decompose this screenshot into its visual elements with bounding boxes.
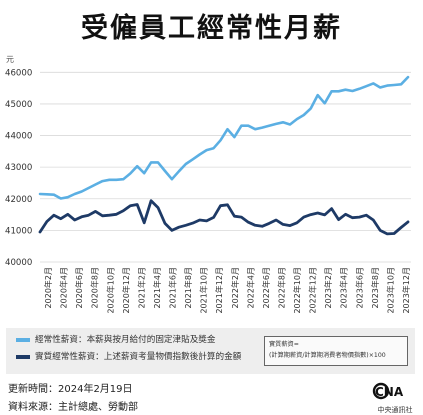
x-tick-label: 2021年6月 (168, 267, 178, 308)
formula-box: 實質薪資= (計算期薪資/計算期消費者物價指數)×100 (264, 336, 408, 366)
x-tick-label: 2023年10月 (385, 267, 395, 314)
x-tick-label: 2021年4月 (152, 267, 162, 308)
x-tick-label: 2020年12月 (121, 267, 131, 314)
line-chart: 元 40000 41000 42000 43000 44000 45000 46000 2020… (5, 55, 411, 314)
x-tick-label: 2022年4月 (245, 267, 255, 308)
legend-label-nominal: 經常性薪資：本薪與按月給付的固定津貼及獎金 (35, 335, 216, 345)
legend-item-nominal: 經常性薪資：本薪與按月給付的固定津貼及獎金 (16, 333, 215, 347)
y-tick-label: 45000 (5, 100, 32, 110)
cna-logo-org: 中央通訊社 (377, 406, 413, 414)
legend-swatch-nominal (16, 337, 30, 342)
x-tick-label: 2021年10月 (199, 267, 209, 314)
formula-title: 實質薪資= (269, 341, 299, 348)
x-tick-label: 2023年2月 (323, 267, 333, 308)
y-tick-label: 42000 (5, 195, 32, 205)
x-tick-label: 2022年12月 (308, 267, 318, 314)
x-tick-label: 2021年12月 (214, 267, 224, 314)
x-tick-label: 2020年10月 (105, 267, 115, 314)
page-title: 受僱員工經常性月薪 (81, 13, 342, 44)
y-tick-label: 40000 (5, 258, 32, 268)
y-tick-label: 46000 (5, 68, 32, 78)
x-tick-label: 2023年8月 (370, 267, 380, 308)
y-tick-label: 43000 (5, 163, 32, 173)
y-unit-label: 元 (6, 55, 14, 64)
legend-item-real: 實質經常性薪資：上述薪資考量物價指數後計算的金額 (16, 350, 241, 364)
x-tick-label: 2022年8月 (276, 267, 286, 308)
x-tick-label: 2020年8月 (90, 267, 100, 308)
x-tick-label: 2021年2月 (136, 267, 146, 308)
cna-logo: CNA 中央通訊社 (371, 381, 419, 415)
legend-label-real: 實質經常性薪資：上述薪資考量物價指數後計算的金額 (35, 352, 242, 362)
x-tick-label: 2021年8月 (183, 267, 193, 308)
legend-swatch-real (16, 354, 30, 359)
x-tick-label: 2022年10月 (292, 267, 302, 314)
y-tick-label: 41000 (5, 226, 32, 236)
data-source: 資料來源：主計總處、勞動部 (8, 402, 138, 413)
update-time: 更新時間：2024年2月19日 (8, 384, 133, 395)
x-tick-label: 2020年6月 (74, 267, 84, 308)
x-tick-label: 2023年4月 (339, 267, 349, 308)
x-tick-label: 2020年2月 (43, 267, 53, 308)
y-tick-label: 44000 (5, 132, 32, 142)
series-line-real (38, 199, 410, 236)
x-tick-label: 2023年6月 (354, 267, 364, 308)
x-tick-label: 2023年12月 (401, 267, 411, 314)
cna-logo-mark: CNA (372, 382, 404, 400)
series-line-nominal (38, 75, 410, 200)
x-tick-label: 2022年2月 (230, 267, 240, 308)
cna-logo-text: CNA (375, 385, 404, 399)
legend: 經常性薪資：本薪與按月給付的固定津貼及獎金 實質經常性薪資：上述薪資考量物價指數… (6, 328, 415, 374)
formula-body: (計算期薪資/計算期消費者物價指數)×100 (269, 352, 386, 359)
x-tick-label: 2022年6月 (261, 267, 271, 308)
x-tick-label: 2020年4月 (59, 267, 69, 308)
